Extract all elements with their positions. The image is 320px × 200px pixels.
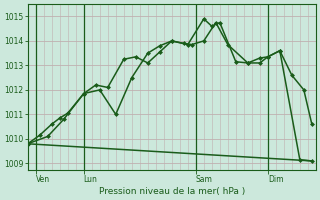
X-axis label: Pression niveau de la mer( hPa ): Pression niveau de la mer( hPa ): [99, 187, 245, 196]
